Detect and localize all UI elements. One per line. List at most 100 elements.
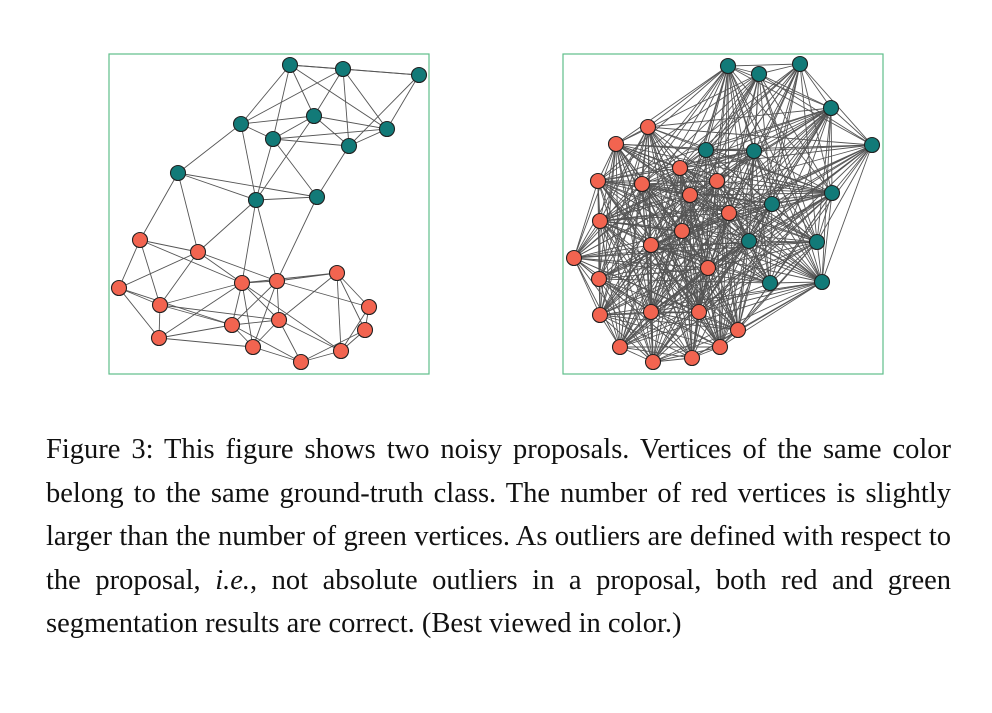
red-vertex [590, 270, 608, 288]
graph-edge [252, 346, 302, 363]
graph-edge [231, 324, 302, 363]
graph-edge [159, 251, 199, 306]
graph-edge [769, 107, 832, 284]
graph-edge [599, 167, 681, 222]
graph-edge [753, 150, 833, 194]
graph-edge [255, 196, 318, 201]
graph-edge [769, 281, 823, 284]
graph-edge [650, 244, 739, 331]
graph-edge [599, 194, 691, 222]
red-vertex [150, 329, 168, 347]
panel-left-sparse-proposal [108, 53, 430, 375]
graph-edge [647, 126, 681, 169]
graph-edge [118, 287, 233, 326]
graph-edge [719, 240, 750, 348]
graph-edge [689, 63, 801, 196]
graph-edge [769, 241, 818, 284]
graph-edge [118, 251, 199, 289]
graph-edge [278, 272, 338, 321]
graph-edge [698, 212, 730, 313]
red-vertex [681, 186, 699, 204]
graph-edge [650, 244, 823, 283]
graph-edge [705, 144, 873, 151]
red-vertex [671, 159, 689, 177]
graph-edge [240, 115, 315, 125]
graph-edge [650, 230, 683, 313]
graph-edge [728, 212, 818, 243]
graph-edge [641, 183, 654, 363]
graph-edge [641, 183, 721, 348]
graph-edge [255, 138, 274, 201]
red-vertex [565, 249, 583, 267]
figure-caption: Figure 3: This figure shows two noisy pr… [46, 428, 951, 646]
graph-edge [276, 196, 318, 282]
caption-ie: i.e. [215, 564, 251, 596]
graph-edge [598, 278, 739, 331]
graph-edge [278, 319, 342, 352]
graph-edge [679, 167, 709, 269]
graph-edge [821, 192, 833, 283]
caption-text: This figure shows two noisy proposals. V… [46, 434, 952, 596]
graph-edge [313, 115, 388, 130]
red-vertex [644, 353, 662, 371]
graph-edge [728, 63, 801, 214]
green-vertex [169, 164, 187, 182]
graph-edge [753, 150, 823, 283]
graph-edge [679, 73, 760, 169]
graph-edge [615, 143, 818, 243]
graph-edge [619, 194, 691, 348]
graph-edge [177, 172, 257, 201]
graph-edge [681, 230, 700, 313]
graph-edge [641, 73, 760, 185]
graph-edge [689, 194, 709, 269]
red-vertex [708, 172, 726, 190]
red-vertex [110, 279, 128, 297]
panel-right-frame [562, 53, 884, 375]
graph-edge [158, 282, 243, 339]
graph-edge [679, 150, 755, 169]
graph-edge [716, 65, 729, 182]
graph-edge [641, 180, 718, 185]
red-vertex [223, 316, 241, 334]
graph-edge [679, 65, 729, 169]
graph-edge [177, 172, 199, 253]
graph-edge [615, 65, 729, 145]
graph-edge [241, 272, 338, 284]
graph-edge [240, 64, 291, 125]
graph-edge [573, 143, 617, 259]
graph-edge [650, 203, 773, 246]
graph-edge [598, 183, 643, 280]
graph-edge [647, 126, 873, 146]
graph-edge [241, 282, 280, 321]
graph-edge [573, 194, 691, 259]
graph-edge [255, 199, 278, 282]
graph-edge [719, 212, 730, 348]
graph-edge [598, 278, 652, 313]
green-vertex [308, 188, 326, 206]
graph-edge [619, 311, 700, 348]
red-vertex [642, 303, 660, 321]
graph-edge [771, 203, 818, 243]
graph-edge [652, 230, 683, 363]
graph-edge [573, 257, 601, 316]
graph-edge [619, 183, 643, 348]
graph-edge [599, 220, 700, 313]
graph-edge [641, 150, 755, 185]
red-vertex [639, 118, 657, 136]
graph-edge [716, 180, 833, 194]
graph-edge [753, 144, 873, 152]
figure-3-graphs [108, 53, 884, 375]
graph-edge [573, 126, 649, 259]
graph-edge [705, 107, 832, 151]
panel-right-dense-proposal [562, 53, 884, 375]
green-vertex [813, 273, 831, 291]
panel-left-frame [108, 53, 430, 375]
green-vertex [334, 60, 352, 78]
graph-edge [689, 194, 818, 243]
green-vertex [745, 142, 763, 160]
graph-edge [197, 199, 257, 253]
graph-edge [231, 280, 278, 326]
graph-edge [598, 194, 691, 280]
graph-edge [689, 150, 755, 196]
graph-edge [650, 240, 750, 313]
